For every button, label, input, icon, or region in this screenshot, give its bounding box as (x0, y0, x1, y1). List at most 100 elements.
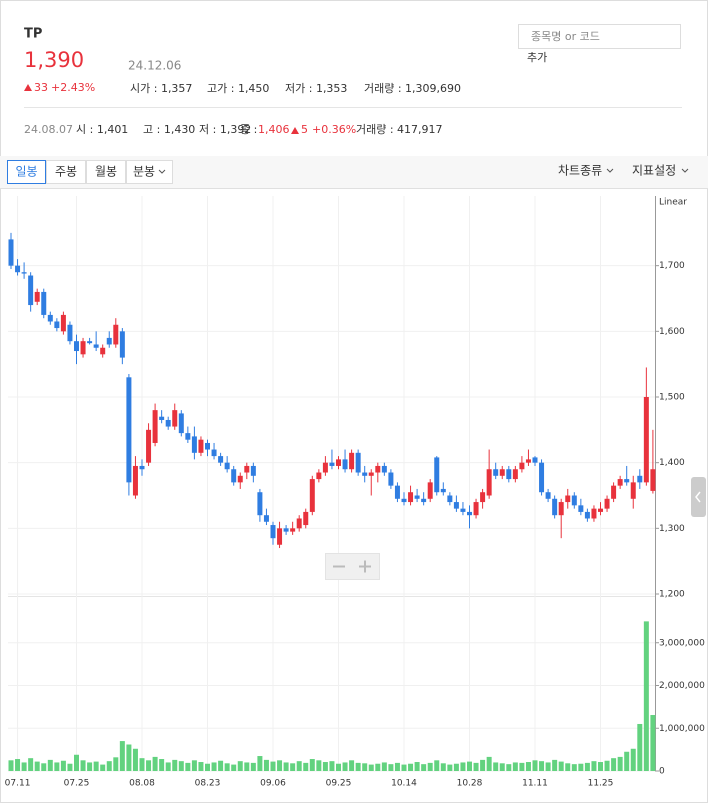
scale-label: Linear (659, 198, 687, 208)
candle-body (473, 502, 479, 516)
side-tab[interactable] (691, 477, 706, 517)
candle-body (60, 314, 66, 332)
candle-body (486, 469, 492, 496)
volume-bar (113, 757, 119, 771)
candle-body (368, 472, 374, 476)
zoom-icons[interactable] (333, 560, 371, 573)
x-tick-label: 09.06 (260, 779, 286, 789)
candle-body (329, 462, 335, 466)
menu[interactable]: 지표설정 (632, 164, 676, 178)
candle-body (499, 469, 505, 476)
stat: 거래량 : 1,309,690 (364, 82, 461, 95)
volume-bar (34, 761, 40, 771)
tab-label[interactable]: 일봉 (15, 165, 37, 179)
search-placeholder: 종목명 or 코드 (531, 30, 600, 43)
candle-body (539, 462, 545, 493)
volume-bar (637, 723, 643, 771)
candle-body (80, 341, 86, 355)
hover-open: 시 : 1,401 (76, 123, 128, 136)
volume-bar (178, 761, 184, 771)
x-tick-label: 08.23 (195, 779, 221, 789)
tab-active[interactable] (7, 160, 46, 184)
volume-bar (54, 762, 60, 771)
volume-bar (60, 760, 66, 771)
volume-bar (296, 761, 302, 771)
candle-body (381, 465, 387, 473)
x-tick-label: 11.25 (588, 779, 614, 789)
tab[interactable] (86, 160, 126, 184)
candle-body (41, 291, 47, 315)
volume-bar (159, 759, 165, 771)
candle-body (218, 456, 224, 463)
volume-bar (119, 741, 125, 771)
volume-bar (198, 762, 204, 771)
volume-bar (283, 762, 289, 771)
volume-bar (8, 760, 14, 771)
chevron (606, 168, 614, 173)
volume-bar (218, 760, 224, 771)
volume-bar (349, 760, 355, 771)
candle-body (558, 502, 564, 516)
tab-label[interactable]: 월봉 (95, 165, 117, 179)
hover-volume: 거래량 : 417,917 (356, 123, 443, 136)
tab[interactable] (46, 160, 86, 184)
volume-bar (303, 762, 309, 771)
volume-bar (617, 756, 623, 771)
candle-body (113, 324, 119, 345)
volume-bar (375, 763, 381, 771)
volume-bar (15, 759, 21, 771)
volume-bar (205, 763, 210, 771)
candle-body (453, 502, 459, 509)
volume-bar (342, 762, 348, 771)
volume-bar (87, 762, 93, 771)
candle-body (296, 518, 302, 529)
candle-body (394, 485, 400, 499)
volume-bar (539, 761, 545, 771)
candle-body (237, 475, 243, 483)
candle-body (322, 462, 328, 473)
candle-body (414, 495, 420, 499)
y-tick-label: 0 (659, 767, 665, 777)
candle-body (28, 275, 34, 306)
volume-bar (427, 762, 433, 771)
volume-bar (440, 763, 446, 771)
search-box[interactable] (518, 24, 681, 49)
candle-body (126, 377, 132, 483)
candle-body (277, 528, 283, 545)
y-tick-label: 1,400 (659, 458, 685, 468)
candle-body (67, 324, 73, 342)
candle-body (309, 479, 315, 512)
hover-date: 24.08.07 (24, 123, 73, 136)
volume-bar (67, 763, 73, 771)
chevron (158, 169, 166, 174)
candle-body (303, 511, 309, 526)
candle-body (493, 469, 499, 476)
candle-body (224, 462, 230, 470)
tab-label[interactable]: 분봉 (133, 165, 155, 179)
candle-body (178, 413, 184, 434)
add-button[interactable]: 추가 (527, 51, 547, 64)
volume-bar (421, 764, 427, 771)
volume-bar (355, 762, 361, 771)
volume-bar (152, 756, 158, 771)
volume-bar (578, 763, 584, 771)
tab-label[interactable]: 주봉 (55, 165, 77, 179)
volume-bar (185, 762, 191, 771)
candle-body (624, 479, 630, 483)
y-tick-label: 1,300 (659, 524, 685, 534)
menu[interactable]: 차트종류 (558, 164, 602, 178)
y-tick-label: 1,600 (659, 327, 685, 337)
volume-bar (598, 762, 603, 771)
candle-body (349, 452, 355, 470)
candle-body (270, 525, 276, 539)
y-tick-label: 1,500 (659, 393, 685, 403)
volume-bar (643, 621, 649, 771)
volume-bar (414, 762, 420, 771)
hover-low: 저 : 1,392 (199, 123, 251, 136)
tab[interactable] (126, 160, 173, 184)
volume-bar (473, 762, 479, 771)
volume-bar (211, 762, 217, 771)
candle-body (552, 498, 558, 516)
candle-body (87, 341, 93, 344)
volume-bar (493, 762, 499, 771)
